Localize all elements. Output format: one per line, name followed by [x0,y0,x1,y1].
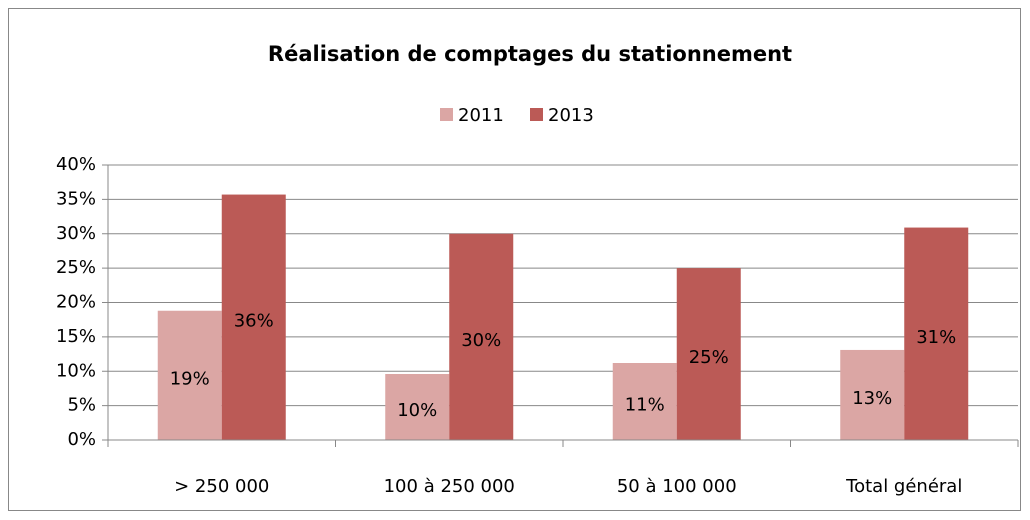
chart-title: Réalisation de comptages du stationnemen… [268,42,792,66]
bar [612,363,677,440]
x-tick-label: 100 à 250 000 [384,476,515,497]
y-tick-label: 35% [56,188,96,209]
y-tick-label: 30% [56,223,96,244]
bar [221,194,286,440]
data-label: 36% [234,310,274,331]
bar [904,227,969,440]
legend-label: 2013 [548,105,594,126]
data-label: 13% [852,388,892,409]
bar [840,349,905,440]
x-tick-label: > 250 000 [174,476,269,497]
data-label: 25% [689,347,729,368]
y-tick-label: 10% [56,360,96,381]
data-label: 31% [916,327,956,348]
y-tick-label: 15% [56,326,96,347]
x-tick-label: 50 à 100 000 [617,476,737,497]
legend-swatch [530,108,543,121]
y-tick-label: 0% [67,429,96,450]
bar [385,374,450,440]
y-tick-label: 5% [67,395,96,416]
bar [449,233,514,440]
y-tick-label: 25% [56,257,96,278]
data-label: 11% [625,395,665,416]
y-tick-label: 20% [56,292,96,313]
data-label: 30% [461,330,501,351]
data-label: 19% [170,368,210,389]
legend-label: 2011 [458,105,504,126]
data-label: 10% [397,400,437,421]
bar [676,268,741,440]
bar [157,310,222,440]
y-tick-label: 40% [56,154,96,175]
legend-swatch [440,108,453,121]
x-tick-label: Total général [845,476,962,497]
